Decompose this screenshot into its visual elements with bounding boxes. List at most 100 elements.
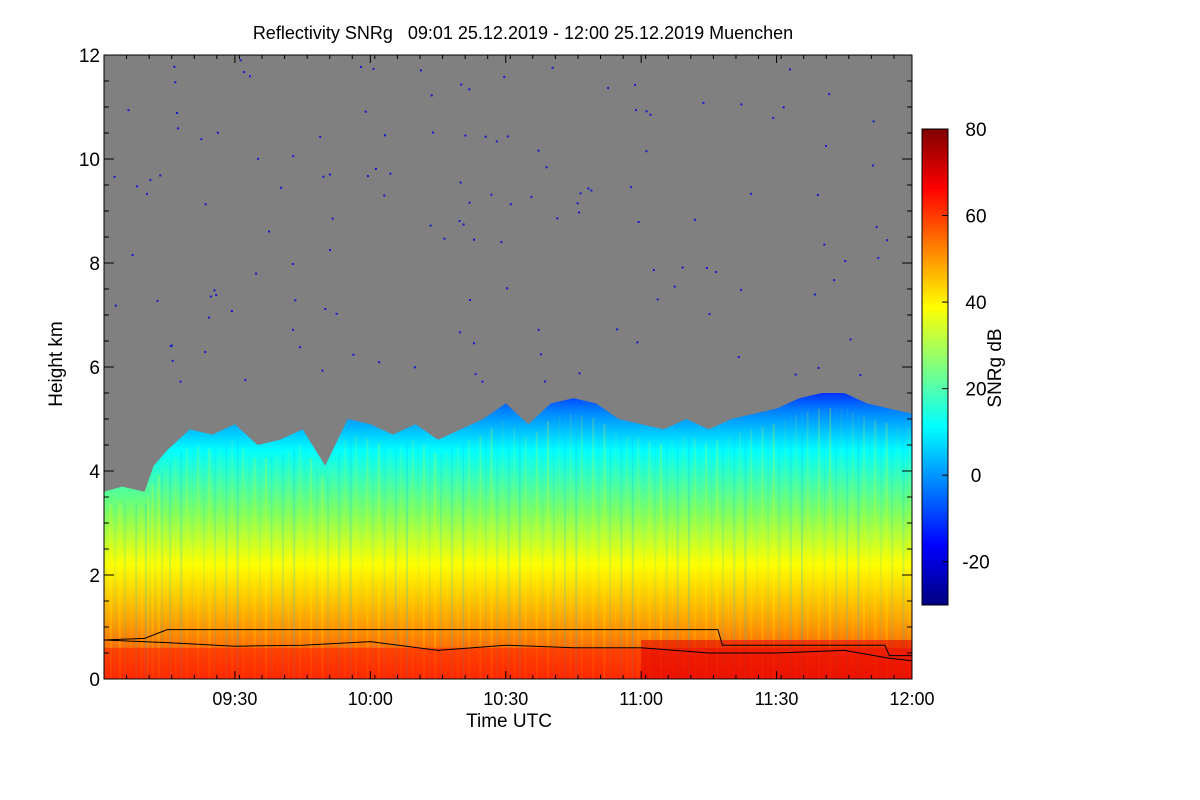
noise-dot	[545, 166, 548, 169]
colorbar-tick-label: 20	[965, 380, 986, 401]
noise-dot	[374, 168, 377, 170]
noise-dot	[634, 83, 636, 86]
noise-dot	[556, 217, 559, 220]
noise-dot	[239, 59, 242, 62]
noise-dot	[383, 194, 386, 197]
colorbar-tick-label: -20	[962, 553, 989, 574]
noise-dot	[292, 155, 295, 158]
noise-dot	[506, 135, 509, 138]
noise-dot	[772, 116, 775, 119]
noise-dot	[209, 295, 212, 298]
noise-dot	[268, 230, 271, 233]
noise-dot	[131, 254, 134, 256]
noise-dot	[364, 110, 367, 113]
noise-dot	[384, 134, 386, 137]
noise-dot	[179, 380, 182, 383]
noise-dot	[578, 211, 580, 214]
noise-dot	[872, 164, 875, 167]
noise-dot	[578, 372, 581, 375]
colorbar-tick-label: 60	[965, 207, 986, 228]
noise-dot	[389, 172, 392, 175]
chart-title: Reflectivity SNRg 09:01 25.12.2019 - 12:…	[253, 23, 793, 43]
y-tick-label: 6	[89, 358, 100, 379]
y-tick-label: 10	[79, 150, 100, 171]
noise-dot	[460, 83, 463, 86]
noise-dot	[750, 192, 753, 195]
colorbar-tick-label: 0	[971, 466, 982, 487]
noise-dot	[637, 221, 640, 223]
colorbar-ticks: -20 0 20 40 60 80	[942, 120, 990, 574]
noise-dot	[430, 94, 433, 97]
noise-dot	[352, 353, 355, 356]
noise-dot	[280, 186, 283, 189]
noise-dot	[587, 187, 590, 190]
noise-dot	[429, 224, 432, 227]
noise-dot	[616, 328, 619, 331]
noise-dot	[208, 316, 211, 319]
y-tick-label: 2	[89, 566, 100, 587]
noise-dot	[173, 65, 176, 68]
noise-dot	[230, 310, 233, 312]
noise-dot	[828, 93, 831, 96]
noise-dot	[291, 328, 294, 331]
noise-dot	[702, 101, 705, 104]
noise-dot	[459, 181, 462, 184]
x-axis-label: Time UTC	[466, 711, 552, 732]
lower-line	[104, 639, 912, 662]
noise-dot	[443, 237, 446, 240]
y-axis: 0 2 4 6 8 10 12	[79, 46, 912, 691]
noise-dot	[113, 175, 116, 178]
noise-dot	[551, 66, 554, 69]
colorbar-tick-label: 80	[965, 120, 986, 141]
noise-dot	[431, 131, 434, 134]
noise-dot	[823, 243, 826, 246]
noise-dot	[257, 157, 260, 160]
noise-dot	[833, 279, 836, 282]
noise-dot	[114, 304, 117, 307]
colorbar: -20 0 20 40 60 80 SNRg dB	[921, 120, 1006, 606]
noise-dot	[420, 69, 422, 72]
noise-dot	[503, 75, 506, 78]
noise-dot	[629, 186, 632, 189]
noise-dot	[171, 359, 174, 362]
noise-dot	[473, 238, 475, 241]
y-tick-label: 12	[79, 46, 100, 67]
x-tick-label: 11:30	[755, 689, 799, 709]
noise-dot	[204, 203, 207, 206]
noise-dot	[500, 241, 503, 244]
x-axis: 09:30 10:00 10:30 11:00 11:30 12:00	[103, 55, 935, 709]
noise-dot	[176, 127, 179, 130]
noise-dot	[544, 380, 547, 383]
colorbar-scale	[921, 128, 949, 606]
noise-dot	[146, 192, 149, 195]
y-tick-label: 8	[89, 254, 100, 275]
noise-dot	[693, 218, 696, 221]
noise-dot	[127, 109, 130, 112]
noise-dot	[844, 260, 847, 263]
noise-dot	[825, 144, 827, 147]
noise-dot	[159, 174, 162, 177]
noise-dot	[490, 193, 493, 196]
y-axis-label: Height km	[46, 321, 67, 407]
noise-dot	[816, 194, 819, 196]
noise-dot	[537, 149, 540, 152]
noise-dot	[459, 331, 462, 334]
noise-dot	[329, 249, 332, 252]
noise-dot	[481, 380, 484, 383]
noise-dot	[216, 131, 219, 134]
noise-dot	[215, 294, 218, 297]
noise-dot	[335, 312, 338, 315]
noise-dot	[474, 373, 477, 376]
noise-dot	[645, 110, 648, 113]
noise-dot	[794, 373, 797, 376]
noise-dot	[170, 344, 173, 347]
noise-dot	[782, 106, 785, 109]
x-tick-label: 09:30	[212, 689, 257, 709]
noise-dot	[590, 189, 593, 192]
x-tick-label: 10:30	[483, 689, 528, 709]
upper-line	[104, 629, 912, 657]
noise-dot	[372, 67, 375, 70]
noise-dot	[378, 361, 381, 364]
noise-dot	[649, 113, 652, 116]
noise-dot	[849, 338, 852, 341]
